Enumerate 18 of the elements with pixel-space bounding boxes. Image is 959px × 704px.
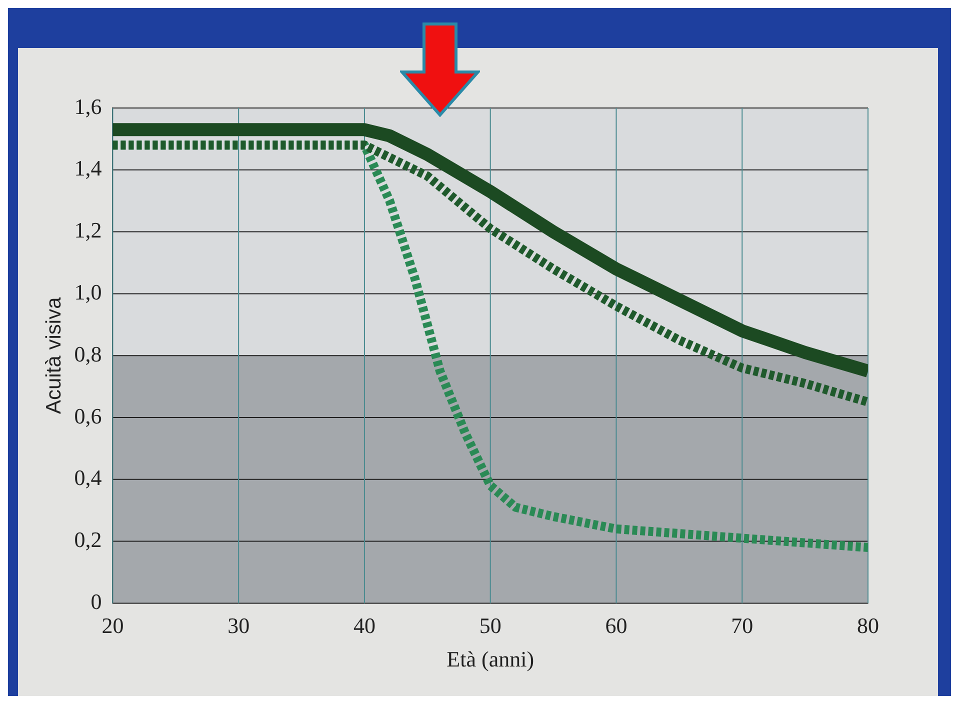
- x-axis-title: Età (anni): [446, 646, 534, 672]
- x-tick-label: 70: [731, 613, 754, 638]
- y-tick-label: 1,0: [74, 279, 102, 304]
- x-tick-label: 50: [479, 613, 502, 638]
- x-tick-label: 20: [102, 613, 124, 638]
- y-tick-label: 0,8: [74, 341, 102, 366]
- y-tick-label: 0,4: [74, 465, 102, 490]
- y-tick-label: 1,2: [74, 218, 102, 243]
- y-tick-label: 0: [90, 588, 102, 614]
- x-tick-label: 80: [857, 613, 879, 638]
- y-tick-label: 1,4: [74, 156, 102, 181]
- x-tick-label: 40: [353, 613, 376, 638]
- x-tick-label: 30: [228, 613, 250, 638]
- y-tick-label: 0,6: [74, 403, 102, 428]
- y-tick-label: 0,2: [74, 527, 102, 552]
- y-tick-label: 1,6: [74, 94, 102, 119]
- x-tick-label: 60: [605, 613, 628, 638]
- y-axis-title: Acuità visiva: [42, 296, 66, 414]
